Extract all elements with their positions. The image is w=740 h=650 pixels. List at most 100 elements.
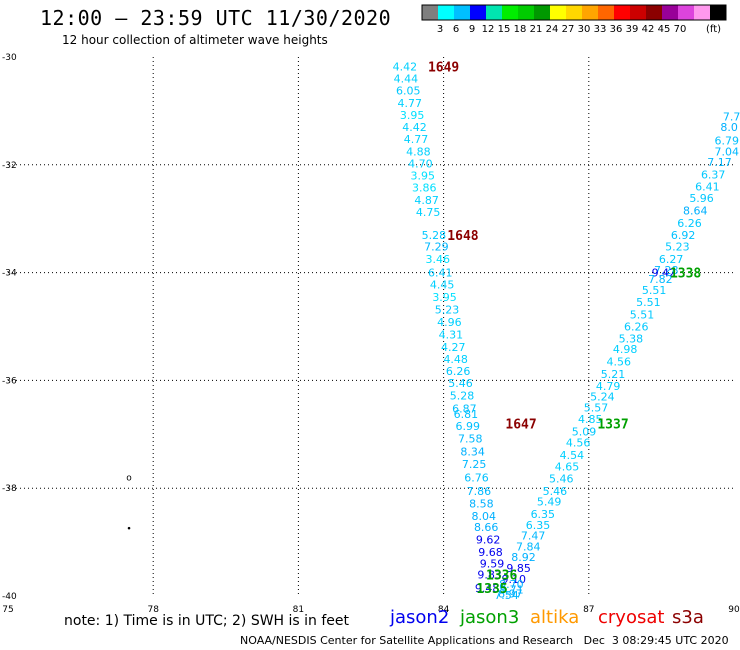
island-mark: o xyxy=(126,473,132,483)
swh-point: 5.46 xyxy=(543,485,568,498)
colorbar-swatch xyxy=(582,5,598,20)
swh-point: 3.95 xyxy=(411,170,436,183)
pass-time-label: 1338 xyxy=(670,267,701,282)
swh-point: 5.24 xyxy=(590,391,615,404)
swh-point: 4.31 xyxy=(439,329,464,342)
colorbar-swatch xyxy=(518,5,534,20)
swh-point: 9.68 xyxy=(478,546,503,559)
swh-point: 5.46 xyxy=(549,472,574,485)
swh-point: 9.83 xyxy=(477,568,502,581)
colorbar-unit: (ft) xyxy=(706,24,721,35)
swh-point: 7.25 xyxy=(462,458,487,471)
swh-point: 5.49 xyxy=(537,496,562,509)
pass-time-label: 1335 xyxy=(476,582,507,597)
swh-point: 8.04 xyxy=(472,510,497,523)
swh-point: 4.98 xyxy=(613,343,638,356)
colorbar-label: 3 xyxy=(437,24,443,35)
y-tick-label: -32 xyxy=(2,161,17,171)
swh-point: 8.97 xyxy=(498,587,523,600)
y-tick-label: -30 xyxy=(2,53,17,63)
swh-point: 7.7 xyxy=(723,110,740,123)
swh-point: 6.81 xyxy=(454,408,479,421)
chart-title: 12:00 – 23:59 UTC 11/30/2020 xyxy=(40,6,392,30)
swh-point: 5.23 xyxy=(435,303,460,316)
swh-point: 6.35 xyxy=(531,508,556,521)
colorbar-label: 42 xyxy=(642,24,655,35)
colorbar-swatch xyxy=(566,5,582,20)
colorbar-frame xyxy=(421,4,727,21)
colorbar-label: 39 xyxy=(626,24,639,35)
swh-point: 7.29 xyxy=(424,241,449,254)
y-tick-label: -40 xyxy=(2,592,17,602)
pass-time-label: 1336 xyxy=(486,568,517,583)
plot-area xyxy=(8,57,734,596)
swh-point: 6.05 xyxy=(396,84,421,97)
swh-point: 4.70 xyxy=(408,158,433,171)
swh-point: 6.87 xyxy=(452,402,477,415)
swh-point: 3.46 xyxy=(426,253,451,266)
swh-point: 9.42 xyxy=(652,267,677,280)
colorbar-swatch xyxy=(678,5,694,20)
swh-point: 7.17 xyxy=(707,156,732,169)
colorbar-swatch xyxy=(630,5,646,20)
swh-point: 7.28 xyxy=(654,264,679,277)
swh-point: 3.95 xyxy=(400,109,425,122)
colorbar-swatch xyxy=(438,5,454,20)
swh-point: 5.09 xyxy=(572,426,597,439)
colorbar-label: 27 xyxy=(562,24,575,35)
colorbar-label: 36 xyxy=(610,24,623,35)
swh-point: 4.85 xyxy=(578,413,603,426)
swh-point: 4.42 xyxy=(402,121,427,134)
swh-point: 5.51 xyxy=(642,284,667,297)
swh-point: 5.28 xyxy=(422,229,447,242)
legend-s3a: s3a xyxy=(672,607,704,628)
legend-cryosat: cryosat xyxy=(598,607,665,628)
colorbar-label: 15 xyxy=(498,24,511,35)
swh-point: 4.45 xyxy=(430,278,455,291)
swh-point: 7.58 xyxy=(458,433,483,446)
swh-point: 6.26 xyxy=(624,321,649,334)
y-tick-label: -38 xyxy=(2,484,17,494)
swh-point: 5.21 xyxy=(601,368,626,381)
colorbar-swatch xyxy=(502,5,518,20)
swh-point: 4.75 xyxy=(416,206,441,219)
swh-point: 4.42 xyxy=(393,61,418,74)
swh-point: 3.86 xyxy=(412,181,437,194)
pass-time-label: 1648 xyxy=(447,229,478,244)
swh-point: 6.27 xyxy=(659,253,684,266)
colorbar-label: 24 xyxy=(546,24,559,35)
swh-point: 6.37 xyxy=(701,169,726,182)
swh-point: 4.79 xyxy=(596,380,621,393)
colorbar-swatch xyxy=(470,5,486,20)
swh-point: 5.96 xyxy=(689,192,714,205)
colorbar-swatch xyxy=(614,5,630,20)
swh-point: 5.57 xyxy=(584,401,609,414)
swh-point: 9.62 xyxy=(476,533,501,546)
colorbar-swatch xyxy=(486,5,502,20)
swh-point: 4.54 xyxy=(560,449,585,462)
colorbar-label: 12 xyxy=(482,24,495,35)
swh-point: 6.79 xyxy=(714,135,739,148)
colorbar-swatch xyxy=(694,5,710,20)
colorbar-label: 70 xyxy=(674,24,687,35)
swh-point: 9.48 xyxy=(475,582,500,595)
swh-point: 4.56 xyxy=(566,436,591,449)
colorbar-label: 18 xyxy=(514,24,527,35)
swh-point: 5.38 xyxy=(619,332,644,345)
data-marks: 4.424.446.054.773.954.424.774.884.703.95… xyxy=(126,61,740,602)
swh-point: 8.71 xyxy=(499,584,524,597)
swh-point: 8.64 xyxy=(683,205,708,218)
swh-point: 4.77 xyxy=(404,133,429,146)
swh-point: 5.51 xyxy=(630,309,655,322)
swh-point: 7.84 xyxy=(516,540,541,553)
colorbar-label: 45 xyxy=(658,24,671,35)
pass-time-label: 1647 xyxy=(505,418,536,433)
chart-subtitle: 12 hour collection of altimeter wave hei… xyxy=(62,33,328,47)
swh-point: 6.26 xyxy=(446,365,471,378)
y-tick-label: -36 xyxy=(2,376,17,386)
colorbar-label: 30 xyxy=(578,24,591,35)
colorbar-swatch xyxy=(550,5,566,20)
swh-point: 4.27 xyxy=(441,341,466,354)
swh-point: 8.34 xyxy=(460,446,485,459)
swh-point: 6.41 xyxy=(695,180,720,193)
